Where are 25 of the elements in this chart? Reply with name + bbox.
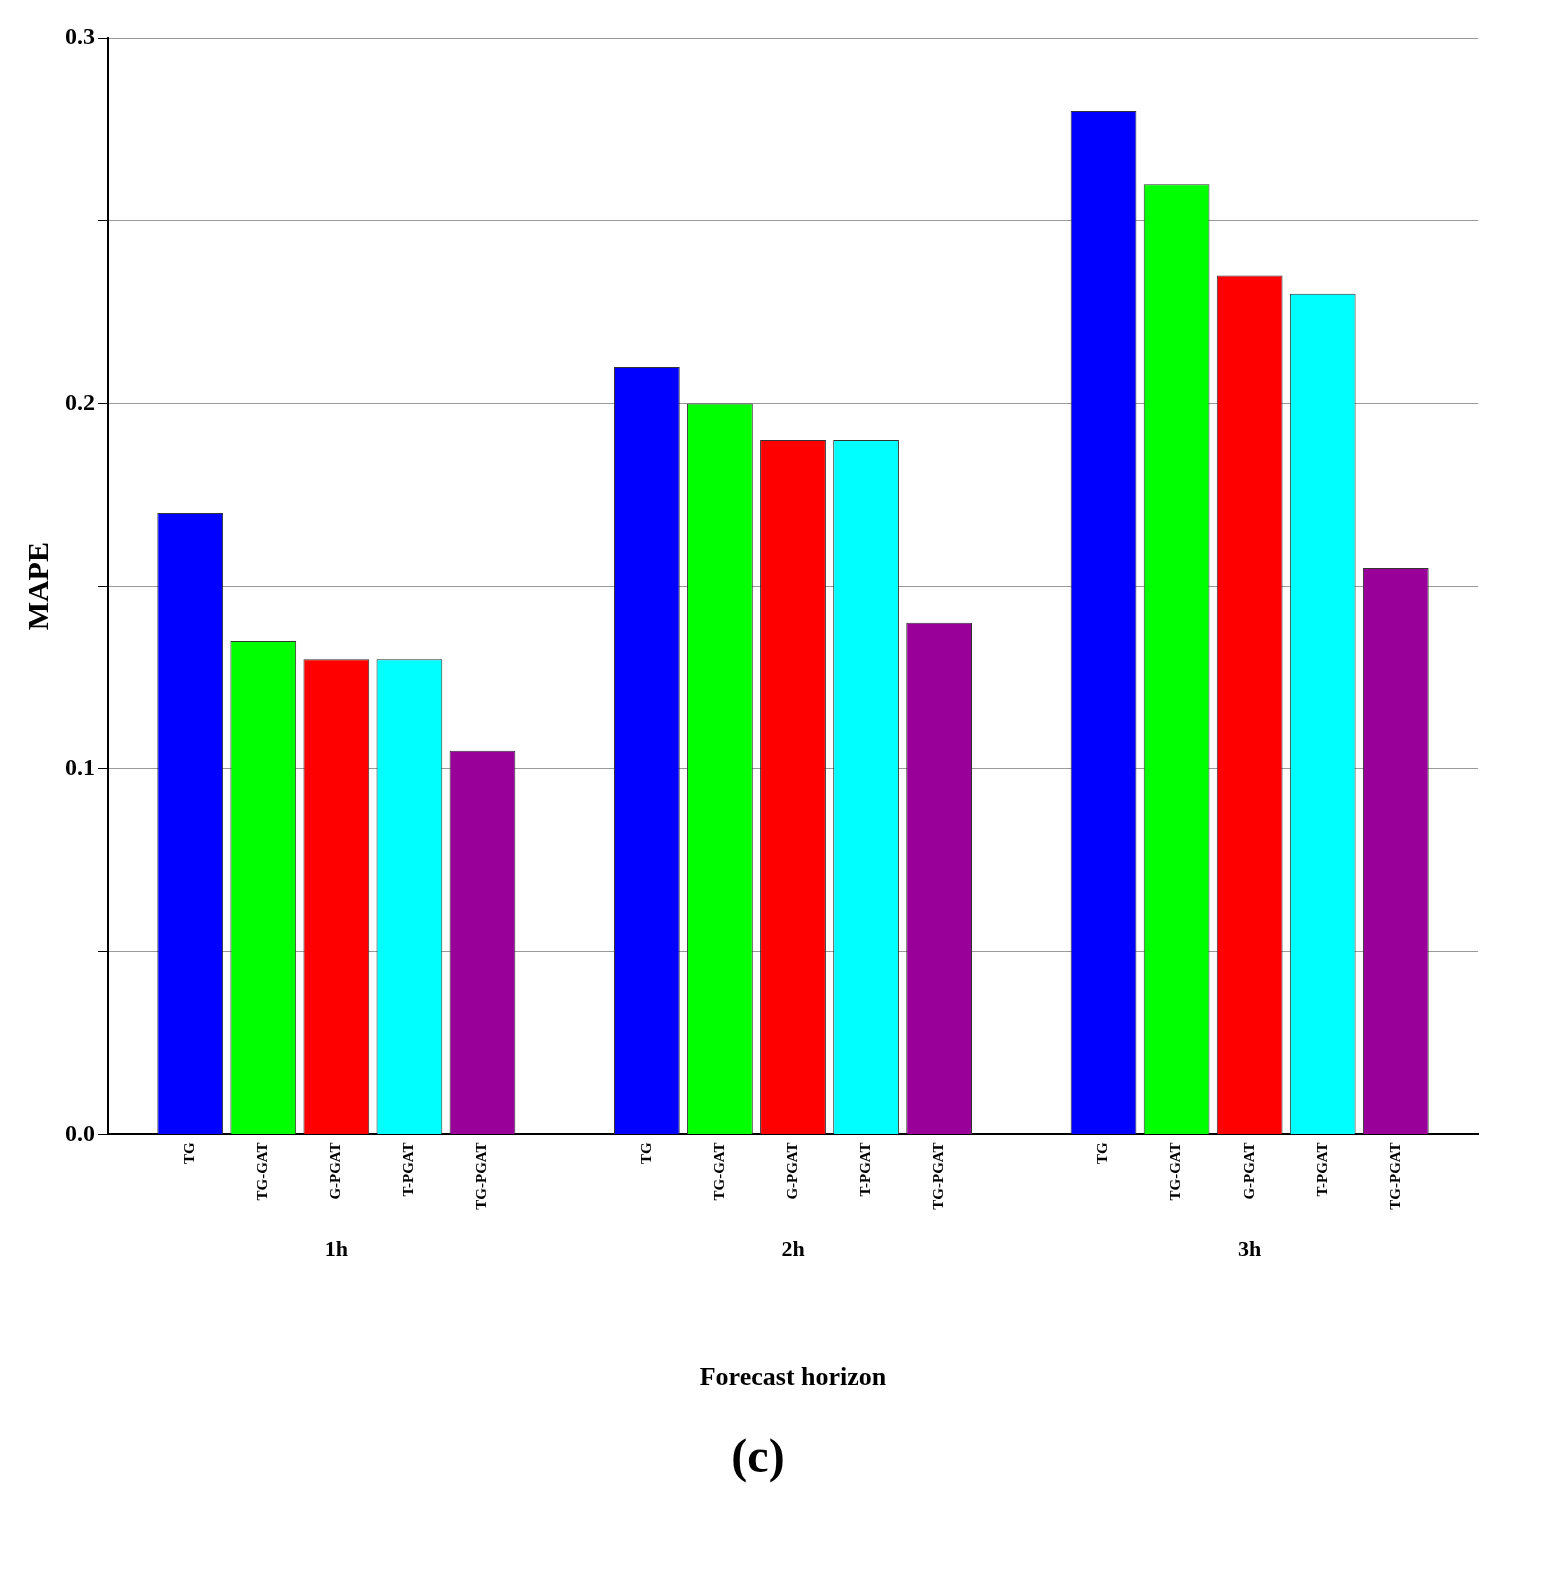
x-axis-title: Forecast horizon: [699, 1362, 887, 1392]
text: G-PGAT: [1240, 1142, 1257, 1200]
y-axis-title: MAPE: [20, 542, 54, 631]
text: TG: [1094, 1142, 1111, 1165]
y-tick-label: 0.2: [65, 388, 95, 415]
text: TG-GAT: [254, 1142, 271, 1201]
y-tick-label: 0.3: [65, 23, 95, 50]
x-tick-label: 2h: [781, 1236, 805, 1262]
text: (c): [730, 1428, 786, 1483]
text: G-PGAT: [327, 1142, 344, 1200]
y-tick-label: 0.1: [65, 754, 95, 781]
x-tick-label: 3h: [1238, 1236, 1262, 1262]
text: TG-PGAT: [930, 1142, 947, 1210]
text: TG: [181, 1142, 198, 1165]
x-tick-label: 1h: [324, 1236, 348, 1262]
text: T-PGAT: [856, 1142, 873, 1197]
text: TG: [637, 1142, 654, 1165]
text: TG-PGAT: [1386, 1142, 1403, 1210]
text: T-PGAT: [1313, 1142, 1330, 1197]
text: TG-GAT: [1167, 1142, 1184, 1201]
y-tick-label: 0.0: [65, 1119, 95, 1146]
text: G-PGAT: [783, 1142, 800, 1200]
text: TG-GAT: [710, 1142, 727, 1201]
text: T-PGAT: [400, 1142, 417, 1197]
text: TG-PGAT: [473, 1142, 490, 1210]
